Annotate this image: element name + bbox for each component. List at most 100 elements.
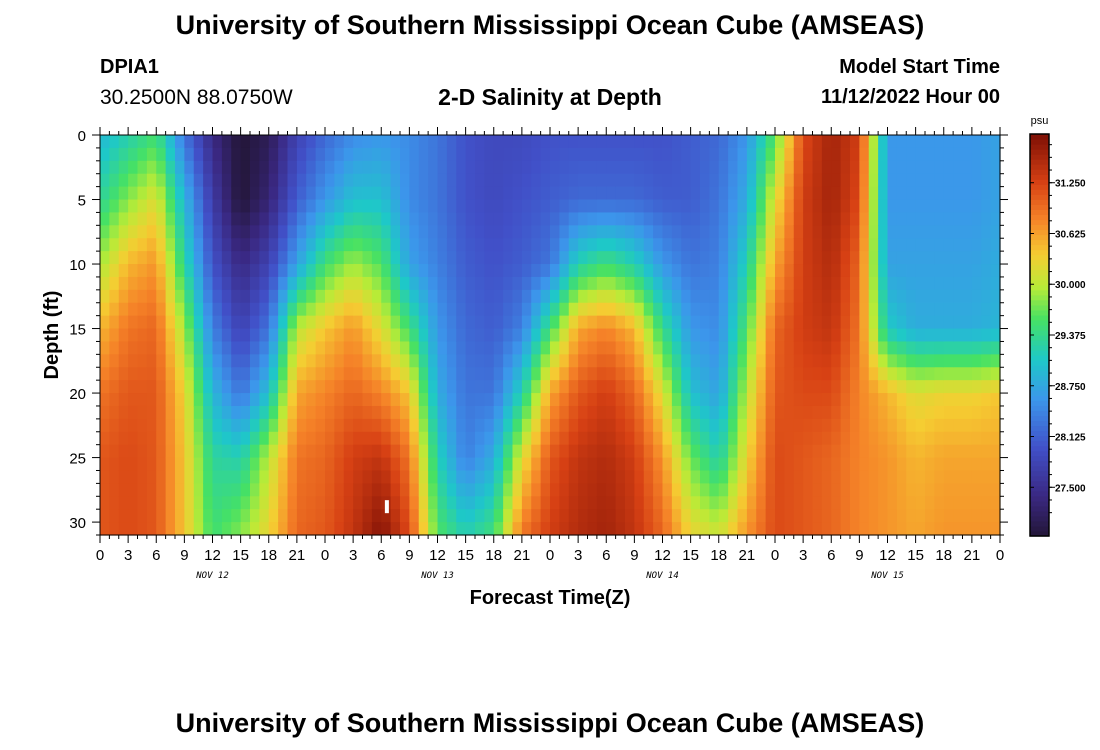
heatmap-cell xyxy=(437,509,448,523)
heatmap-cell xyxy=(156,160,167,175)
x-tick-label: 15 xyxy=(907,547,924,564)
heatmap-cell xyxy=(718,199,729,214)
heatmap-cell xyxy=(868,354,879,368)
heatmap-cell xyxy=(925,315,935,330)
heatmap-cell xyxy=(700,457,710,472)
heatmap-cell xyxy=(831,135,842,149)
heatmap-cell xyxy=(221,354,232,368)
heatmap-cell xyxy=(925,328,935,343)
heatmap-cell xyxy=(165,315,176,330)
heatmap-cell xyxy=(503,225,514,239)
heatmap-cell xyxy=(484,289,495,304)
heatmap-cell xyxy=(437,328,448,343)
heatmap-cell xyxy=(325,380,335,394)
heatmap-cell xyxy=(287,470,298,484)
heatmap-cell xyxy=(596,341,607,355)
heatmap-cell xyxy=(681,173,692,188)
heatmap-cell xyxy=(868,470,879,484)
heatmap-cell xyxy=(962,264,973,278)
heatmap-cell xyxy=(971,470,982,484)
heatmap-cell xyxy=(690,173,701,188)
heatmap-cell xyxy=(165,173,176,188)
colorbar-segment xyxy=(1030,375,1049,381)
heatmap-cell xyxy=(118,315,129,330)
heatmap-cell xyxy=(653,186,664,201)
heatmap-cell xyxy=(775,276,785,291)
heatmap-cell xyxy=(615,315,626,330)
heatmap-cell xyxy=(250,147,260,162)
heatmap-cell xyxy=(934,212,945,226)
heatmap-cell xyxy=(400,393,410,407)
heatmap-cell xyxy=(259,380,270,394)
heatmap-cell xyxy=(325,405,335,420)
heatmap-cell xyxy=(812,147,823,162)
heatmap-cell xyxy=(521,199,532,214)
heatmap-cell xyxy=(653,212,664,226)
heatmap-cell xyxy=(859,135,870,149)
heatmap-cell xyxy=(343,431,354,446)
heatmap-cell xyxy=(831,405,842,420)
heatmap-cell xyxy=(437,276,448,291)
heatmap-cell xyxy=(100,264,110,278)
heatmap-cell xyxy=(128,251,139,265)
heatmap-cell xyxy=(643,380,654,394)
heatmap-cell xyxy=(212,393,223,407)
heatmap-cell xyxy=(512,199,523,214)
heatmap-cell xyxy=(400,135,410,149)
heatmap-cell xyxy=(203,341,214,355)
heatmap-cell xyxy=(325,328,335,343)
heatmap-cell xyxy=(671,354,682,368)
heatmap-cell xyxy=(831,431,842,446)
heatmap-cell xyxy=(756,522,767,536)
colorbar-segment xyxy=(1030,204,1049,210)
heatmap-cell xyxy=(568,238,579,252)
heatmap-cell xyxy=(512,238,523,252)
heatmap-cell xyxy=(812,199,823,214)
heatmap-cell xyxy=(343,289,354,304)
heatmap-cell xyxy=(390,212,401,226)
heatmap-cell xyxy=(887,315,898,330)
heatmap-cell xyxy=(503,418,514,433)
x-tick-label: 12 xyxy=(204,547,221,564)
heatmap-cell xyxy=(193,225,204,239)
heatmap-cell xyxy=(259,393,270,407)
heatmap-cell xyxy=(165,276,176,291)
heatmap-cell xyxy=(756,276,767,291)
heatmap-cell xyxy=(484,470,495,484)
heatmap-cell xyxy=(718,186,729,201)
heatmap-cell xyxy=(803,367,814,381)
heatmap-cell xyxy=(671,302,682,317)
colorbar-segment xyxy=(1030,239,1049,246)
colorbar-segment xyxy=(1030,455,1049,462)
heatmap-cell xyxy=(850,238,860,252)
heatmap-cell xyxy=(240,147,251,162)
heatmap-cell xyxy=(971,315,982,330)
heatmap-cell xyxy=(878,354,889,368)
heatmap-cell xyxy=(231,457,242,472)
heatmap-cell xyxy=(606,431,617,446)
heatmap-cell xyxy=(521,160,532,175)
heatmap-cell xyxy=(887,212,898,226)
heatmap-cell xyxy=(475,264,485,278)
heatmap-cell xyxy=(831,522,842,536)
heatmap-cell xyxy=(456,418,467,433)
heatmap-cell xyxy=(334,212,345,226)
heatmap-cell xyxy=(203,199,214,214)
colorbar-segment xyxy=(1030,289,1049,296)
heatmap-cell xyxy=(709,470,720,484)
heatmap-cell xyxy=(287,173,298,188)
heatmap-cell xyxy=(925,135,935,149)
heatmap-cell xyxy=(212,509,223,523)
heatmap-cell xyxy=(840,147,851,162)
heatmap-cell xyxy=(559,367,570,381)
heatmap-cell xyxy=(343,302,354,317)
heatmap-cell xyxy=(353,354,364,368)
colorbar-segment xyxy=(1030,435,1049,442)
heatmap-cell xyxy=(296,418,307,433)
heatmap-cell xyxy=(953,444,964,459)
heatmap-cell xyxy=(559,147,570,162)
heatmap-cell xyxy=(606,341,617,355)
heatmap-cell xyxy=(203,160,214,175)
heatmap-cell xyxy=(671,444,682,459)
x-tick-label: 15 xyxy=(232,547,249,564)
